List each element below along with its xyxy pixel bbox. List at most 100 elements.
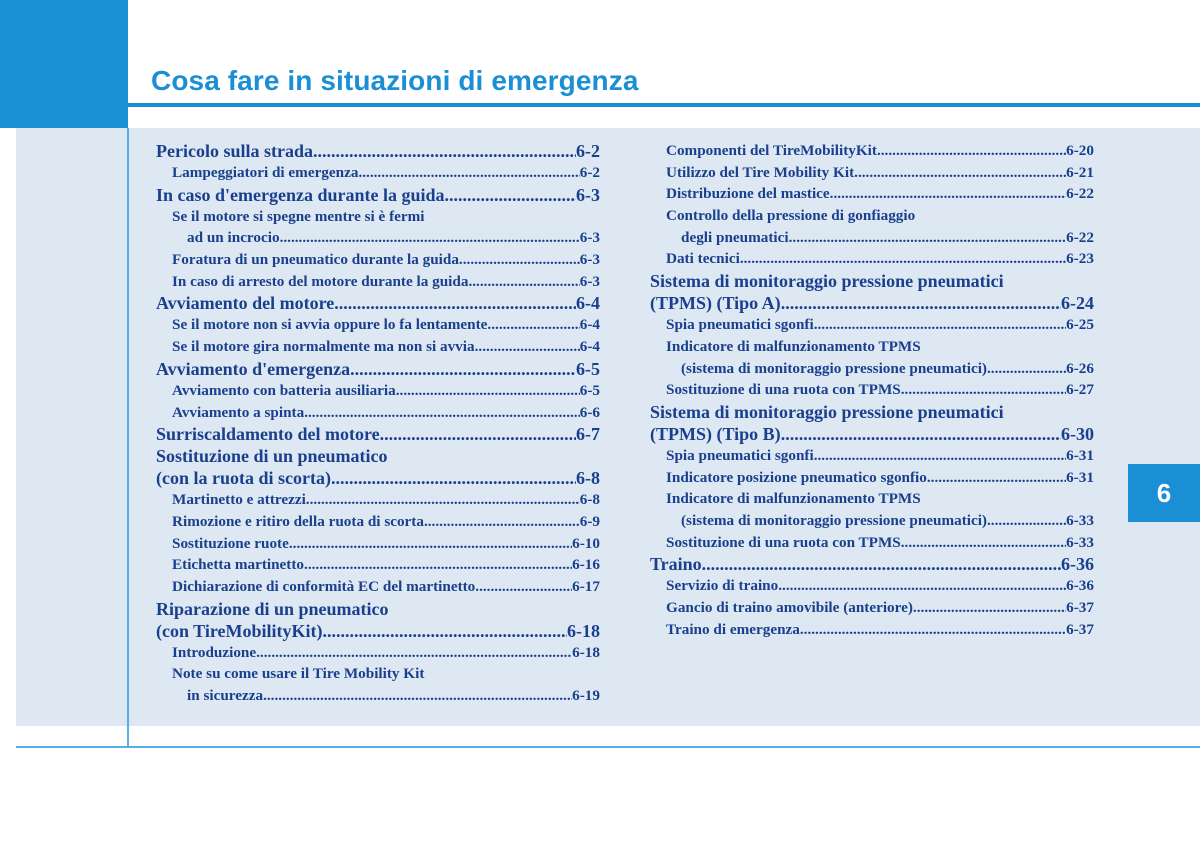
toc-entry[interactable]: Utilizzo del Tire Mobility Kit 6-21 — [650, 162, 1094, 184]
toc-entry[interactable]: Indicatore posizione pneumatico sgonfio … — [650, 467, 1094, 489]
toc-entry-page: 6-22 — [1066, 228, 1094, 246]
toc-entry[interactable]: In caso di arresto del motore durante la… — [156, 271, 600, 293]
toc-entry-title: Sostituzione di una ruota con TPMS — [666, 533, 901, 551]
margin-divider — [127, 128, 129, 747]
dot-leader — [781, 423, 1061, 445]
toc-entry-page: 6-19 — [572, 687, 600, 704]
toc-entry[interactable]: ad un incrocio 6-3 — [156, 227, 600, 249]
toc-entry-title: Componenti del TireMobilityKit — [666, 142, 877, 159]
toc-entry-title: Riparazione di un pneumatico — [156, 598, 389, 619]
toc-entry[interactable]: Introduzione 6-18 — [156, 642, 600, 664]
toc-entry-title: in sicurezza — [187, 687, 264, 704]
toc-entry[interactable]: Riparazione di un pneumatico — [156, 598, 600, 620]
toc-entry[interactable]: Sistema di monitoraggio pressione pneuma… — [650, 401, 1094, 423]
toc-entry[interactable]: Pericolo sulla strada 6-2 — [156, 140, 600, 162]
toc-entry[interactable]: (TPMS) (Tipo A) 6-24 — [650, 292, 1094, 314]
toc-entry-page: 6-36 — [1061, 554, 1094, 575]
toc-entry-page: 6-5 — [576, 358, 600, 379]
toc-entry-title: Se il motore non si avvia oppure lo fa l… — [172, 316, 488, 334]
toc-entry[interactable]: Gancio di traino amovibile (anteriore) 6-… — [650, 597, 1094, 619]
dot-leader — [380, 423, 576, 445]
toc-entry[interactable]: Sostituzione di un pneumatico — [156, 445, 600, 467]
toc-entry-title: ad un incrocio — [187, 229, 280, 247]
toc-entry[interactable]: Servizio di traino 6-36 — [650, 575, 1094, 597]
toc-entry[interactable]: Sostituzione ruote 6-10 — [156, 533, 600, 555]
toc-entry[interactable]: Martinetto e attrezzi 6-8 — [156, 489, 600, 511]
toc-entry[interactable]: Avviamento a spinta 6-6 — [156, 402, 600, 424]
toc-entry[interactable]: Se il motore gira normalmente ma non si … — [156, 336, 600, 358]
toc-entry[interactable]: Spia pneumatici sgonfi 6-25 — [650, 314, 1094, 336]
dot-leader — [358, 162, 579, 184]
toc-entry-title: Pericolo sulla strada — [156, 141, 313, 161]
toc-entry-page: 6-2 — [576, 141, 600, 161]
dot-leader — [306, 489, 580, 511]
toc-entry[interactable]: Traino di emergenza 6-37 — [650, 619, 1094, 641]
dot-leader — [263, 685, 572, 707]
toc-entry-page: 6-20 — [1066, 142, 1094, 159]
dot-leader — [350, 358, 576, 380]
toc-entry[interactable]: Sostituzione di una ruota con TPMS 6-27 — [650, 379, 1094, 401]
toc-entry[interactable]: Se il motore non si avvia oppure lo fa l… — [156, 314, 600, 336]
toc-entry-page: 6-33 — [1066, 533, 1094, 551]
toc-entry[interactable]: Indicatore di malfunzionamento TPMS — [650, 488, 1094, 510]
toc-entry[interactable]: Dati tecnici 6-23 — [650, 248, 1094, 270]
toc-entry-page: 6-4 — [579, 338, 600, 356]
title-underline — [128, 103, 1200, 107]
toc-entry[interactable]: Sistema di monitoraggio pressione pneuma… — [650, 270, 1094, 292]
toc-entry-title: (TPMS) (Tipo A) — [650, 293, 781, 314]
toc-entry[interactable]: Avviamento del motore 6-4 — [156, 292, 600, 314]
toc-entry[interactable]: Indicatore di malfunzionamento TPMS — [650, 336, 1094, 358]
toc-entry[interactable]: degli pneumatici 6-22 — [650, 227, 1094, 249]
dot-leader — [424, 511, 580, 533]
toc-entry-title: Sostituzione di un pneumatico — [156, 446, 388, 467]
toc-entry-title: Avviamento del motore — [156, 293, 335, 314]
toc-entry[interactable]: Avviamento con batteria ausiliaria 6-5 — [156, 380, 600, 402]
toc-entry[interactable]: (con la ruota di scorta) 6-8 — [156, 467, 600, 489]
toc-entry-page: 6-30 — [1061, 423, 1094, 444]
dot-leader — [256, 642, 572, 664]
toc-entry[interactable]: (TPMS) (Tipo B) 6-30 — [650, 423, 1094, 445]
dot-leader — [800, 619, 1066, 641]
dot-leader — [475, 576, 572, 598]
dot-leader — [854, 162, 1066, 184]
chapter-tab[interactable]: 6 — [1128, 464, 1200, 522]
toc-entry[interactable]: Rimozione e ritiro della ruota di scorta… — [156, 511, 600, 533]
toc-entry[interactable]: (con TireMobilityKit) 6-18 — [156, 620, 600, 642]
toc-entry-page: 6-26 — [1066, 359, 1094, 377]
dot-leader — [830, 183, 1066, 205]
toc-entry[interactable]: (sistema di monitoraggio pressione pneum… — [650, 358, 1094, 380]
toc-entry-page: 6-8 — [579, 491, 600, 509]
toc-entry-page: 6-21 — [1066, 163, 1094, 181]
toc-entry-page: 6-24 — [1061, 293, 1094, 314]
toc-entry[interactable]: Se il motore si spegne mentre si è fermi — [156, 206, 600, 228]
toc-entry[interactable]: Foratura di un pneumatico durante la gui… — [156, 249, 600, 271]
toc-entry-page: 6-2 — [579, 164, 600, 181]
toc-entry-title: Surriscaldamento del motore — [156, 424, 380, 445]
toc-entry[interactable]: Avviamento d'emergenza 6-5 — [156, 358, 600, 380]
toc-entry-title: Martinetto e attrezzi — [172, 491, 306, 509]
toc-entry[interactable]: Spia pneumatici sgonfi 6-31 — [650, 445, 1094, 467]
toc-entry[interactable]: Componenti del TireMobilityKit 6-20 — [650, 140, 1094, 162]
toc-entry[interactable]: Dichiarazione di conformità EC del marti… — [156, 576, 600, 598]
toc-entry-page: 6-23 — [1066, 250, 1094, 268]
toc-entry[interactable]: In caso d'emergenza durante la guida 6-3 — [156, 184, 600, 206]
toc-entry[interactable]: Controllo della pressione di gonfiaggio — [650, 205, 1094, 227]
toc-entry-title: Controllo della pressione di gonfiaggio — [666, 207, 916, 225]
toc-entry[interactable]: Etichetta martinetto 6-16 — [156, 554, 600, 576]
dot-leader — [987, 358, 1066, 380]
dot-leader — [901, 532, 1066, 554]
toc-entry[interactable]: Sostituzione di una ruota con TPMS 6-33 — [650, 532, 1094, 554]
toc-entry-title: Avviamento con batteria ausiliaria — [172, 381, 396, 399]
toc-entry[interactable]: Surriscaldamento del motore 6-7 — [156, 423, 600, 445]
dot-leader — [913, 597, 1066, 619]
toc-entry[interactable]: (sistema di monitoraggio pressione pneum… — [650, 510, 1094, 532]
toc-entry[interactable]: in sicurezza 6-19 — [156, 685, 600, 707]
toc-entry[interactable]: Traino 6-36 — [650, 553, 1094, 575]
toc-entry[interactable]: Distribuzione del mastice 6-22 — [650, 183, 1094, 205]
toc-entry[interactable]: Note su come usare il Tire Mobility Kit — [156, 663, 600, 685]
dot-leader — [702, 553, 1061, 575]
toc-entry-page: 6-18 — [572, 643, 600, 661]
toc-entry[interactable]: Lampeggiatori di emergenza 6-2 — [156, 162, 600, 184]
toc-entry-page: 6-22 — [1066, 185, 1094, 203]
dot-leader — [304, 554, 572, 576]
